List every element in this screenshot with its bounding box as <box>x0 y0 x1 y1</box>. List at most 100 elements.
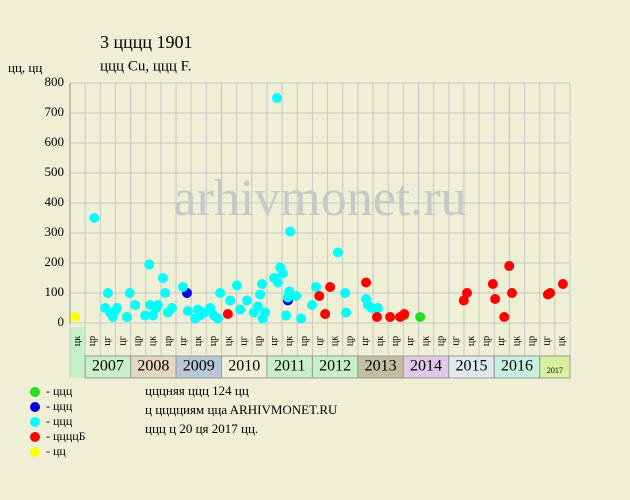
year-label: 2015 <box>456 358 488 375</box>
column-label: цг <box>117 336 128 345</box>
note: ц цццциям ццa ARHIVMONET.RU <box>145 402 338 417</box>
point <box>385 312 396 322</box>
y-tick-label: 600 <box>45 134 65 149</box>
point <box>557 279 568 289</box>
y-tick-label: 700 <box>45 104 65 119</box>
point <box>399 309 410 319</box>
point <box>487 279 498 289</box>
point <box>306 300 317 310</box>
y-axis-label: цц, цц <box>8 60 42 75</box>
column-label: цр <box>526 336 537 346</box>
point <box>252 301 263 312</box>
chart-subtitle: ццц Cu, ццц F. <box>100 58 192 74</box>
point <box>70 312 81 322</box>
chart-title: 3 цццц 1901 <box>100 32 193 52</box>
point <box>271 93 282 103</box>
legend-swatch <box>30 447 40 457</box>
column-label: цр <box>481 336 492 346</box>
legend-swatch <box>30 402 40 412</box>
year-label: 2010 <box>228 358 260 375</box>
year-label: 2008 <box>137 358 169 375</box>
column-label: цг <box>542 336 553 345</box>
legend-label: - ццц <box>46 384 73 398</box>
point <box>545 288 556 298</box>
point <box>461 288 472 298</box>
point <box>272 277 283 288</box>
column-label: цр <box>345 336 356 346</box>
point <box>296 313 307 324</box>
legend-label: - ццццБ <box>46 429 86 443</box>
point <box>130 300 141 310</box>
point <box>256 279 267 289</box>
point <box>147 310 158 321</box>
year-label: 2012 <box>319 358 351 375</box>
year-cell <box>539 355 571 379</box>
point <box>157 273 168 283</box>
column-label: цк <box>557 336 568 346</box>
point <box>332 247 343 258</box>
y-tick-label: 500 <box>45 164 65 179</box>
point <box>341 307 352 318</box>
legend-label: - цц <box>46 444 66 458</box>
y-tick-label: 300 <box>45 224 65 239</box>
point <box>89 213 100 223</box>
column-label: цк <box>511 336 522 346</box>
y-tick-label: 800 <box>45 74 65 89</box>
point <box>499 312 510 322</box>
column-label: цг <box>314 336 325 345</box>
point <box>182 306 193 316</box>
point <box>212 313 223 324</box>
point <box>124 288 135 298</box>
point <box>277 268 288 279</box>
point <box>140 310 151 321</box>
column-label: цк <box>223 336 234 346</box>
year-label: 2017 <box>547 366 563 375</box>
point <box>225 295 236 306</box>
year-label: 2011 <box>274 358 305 375</box>
point <box>371 312 382 322</box>
column-label: цр <box>163 336 174 346</box>
year-label: 2016 <box>501 358 533 375</box>
column-label: цр <box>436 336 447 346</box>
point <box>121 312 132 322</box>
point <box>177 282 188 292</box>
year-label: 2007 <box>92 358 124 375</box>
point <box>231 280 242 291</box>
note: цццняя ццц 124 цц <box>145 383 249 398</box>
column-label: цк <box>284 336 295 346</box>
point <box>260 307 271 318</box>
legend-swatch <box>30 387 40 397</box>
point <box>144 259 155 270</box>
legend-swatch <box>30 417 40 427</box>
legend-swatch <box>30 432 40 442</box>
point <box>205 303 216 313</box>
legend-label: - ццц <box>46 414 73 428</box>
column-label: цг <box>360 336 371 345</box>
column-label: цк <box>148 336 159 346</box>
point <box>506 288 517 298</box>
column-label: цг <box>269 336 280 345</box>
legend-label: - ццц <box>46 399 73 413</box>
column-label: цр <box>208 336 219 346</box>
y-tick-label: 0 <box>58 314 65 329</box>
point <box>281 310 292 321</box>
year-label: 2014 <box>410 358 442 375</box>
point <box>285 226 296 237</box>
point <box>504 261 515 271</box>
point <box>372 303 383 313</box>
point <box>152 300 163 310</box>
y-tick-label: 100 <box>45 284 65 299</box>
point <box>320 309 331 319</box>
point <box>111 303 122 313</box>
note: ццц ц 20 ця 2017 цц. <box>145 421 258 436</box>
point <box>160 288 171 298</box>
column-label: цк <box>466 336 477 346</box>
y-tick-label: 400 <box>45 194 65 209</box>
point <box>215 288 226 298</box>
column-label: цг <box>102 336 113 345</box>
point <box>314 291 325 301</box>
column-label: цк <box>193 336 204 346</box>
column-label: цр <box>87 336 98 346</box>
watermark: arhivmonet.ru <box>173 170 466 227</box>
point <box>255 289 266 300</box>
